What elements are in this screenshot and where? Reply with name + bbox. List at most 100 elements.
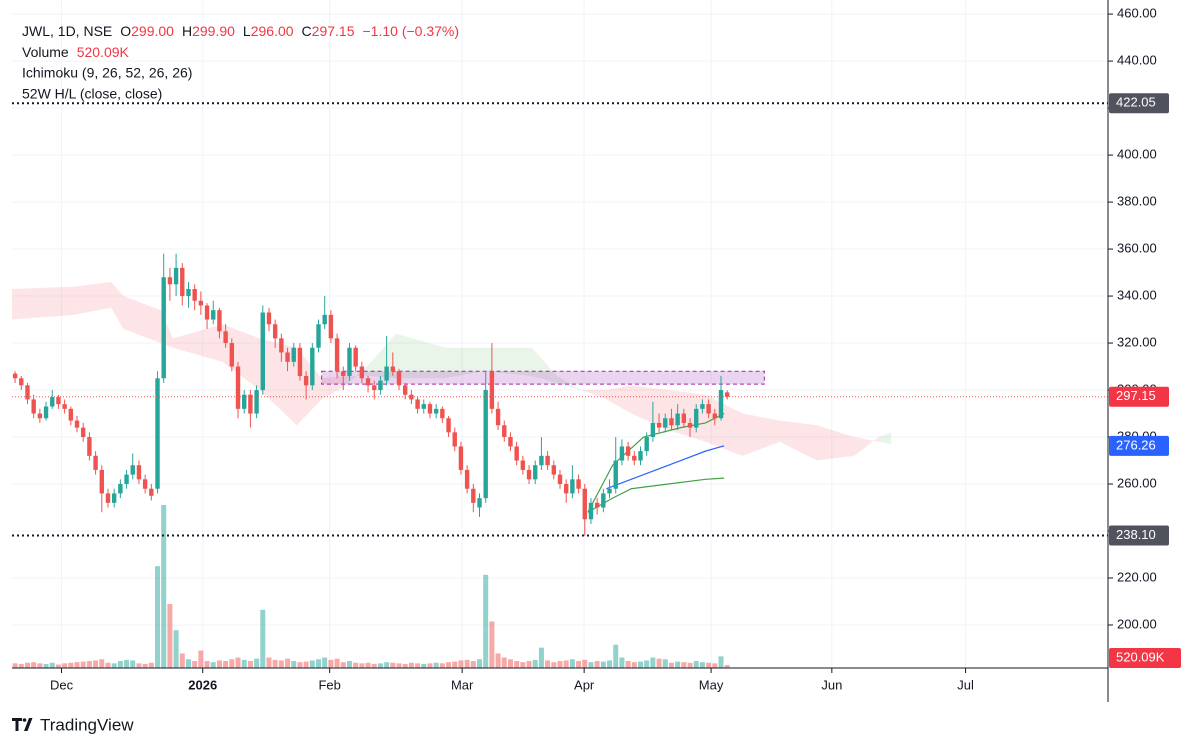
volume-bar — [551, 662, 557, 668]
volume-bar — [631, 662, 637, 668]
candle-body — [619, 446, 625, 461]
volume-bar — [501, 657, 507, 668]
candle-body — [471, 488, 476, 503]
volume-bar — [117, 661, 123, 668]
candle-body — [669, 418, 674, 426]
y-tick-label: 400.00 — [1117, 147, 1157, 162]
candle-body — [37, 413, 43, 419]
candle-body — [452, 432, 457, 447]
candle-body — [316, 324, 321, 348]
volume-bar — [353, 662, 359, 668]
candle-body — [341, 371, 346, 376]
volume-bar — [105, 662, 111, 668]
candle-body — [495, 408, 501, 426]
candle-body — [223, 331, 228, 344]
candle-body — [390, 366, 396, 372]
indicator: 52W H/L (close, close) — [22, 86, 162, 102]
cloud-segment — [779, 420, 817, 461]
volume-bar — [142, 663, 148, 668]
volume-bar — [545, 660, 551, 668]
volume-bar — [155, 566, 161, 668]
volume-bar — [538, 647, 544, 668]
candle-body — [539, 455, 544, 466]
volume-bar — [563, 660, 569, 668]
candle-body — [712, 413, 718, 419]
candle-body — [260, 312, 265, 391]
volume-bar — [477, 659, 483, 668]
candle-body — [93, 455, 98, 470]
candle-body — [384, 366, 389, 381]
candle-body — [242, 394, 247, 409]
volume-bar — [600, 661, 606, 668]
volume-bar — [495, 653, 501, 668]
y-tick-label: 440.00 — [1117, 53, 1157, 68]
volume-bar — [322, 657, 328, 668]
price-label-box — [1109, 435, 1169, 456]
candle-body — [50, 397, 55, 407]
price-label-box — [1109, 525, 1169, 546]
volume-bar — [229, 659, 235, 668]
volume-bar — [12, 663, 18, 668]
candle-body — [681, 413, 687, 423]
volume-bar — [396, 663, 402, 668]
volume-bar — [55, 664, 61, 668]
volume-label-box — [1109, 648, 1181, 668]
cloud-segment — [371, 333, 396, 379]
volume-bar — [291, 661, 297, 668]
candle-body — [105, 493, 111, 503]
candle-body — [724, 392, 730, 397]
volume-bar — [179, 653, 185, 668]
x-tick-label: Feb — [318, 677, 340, 692]
candle-body — [396, 371, 402, 386]
volume-bar — [644, 660, 650, 668]
volume-bar — [43, 663, 49, 668]
candle-body — [111, 493, 117, 503]
candle-body — [508, 437, 513, 447]
candle-body — [464, 469, 470, 489]
candle-body — [594, 502, 600, 508]
volume-bar — [346, 661, 352, 668]
cloud-segment — [668, 390, 706, 442]
volume-bar — [619, 657, 625, 668]
candle-body — [675, 413, 680, 426]
volume-bar — [433, 662, 439, 668]
cloud-segment — [296, 347, 322, 426]
plot — [12, 102, 1108, 668]
candle-body — [433, 408, 439, 414]
volume-bar — [272, 659, 278, 668]
candle-body — [235, 366, 241, 409]
cloud-segment — [12, 286, 74, 320]
candle-body — [254, 390, 259, 414]
candle-body — [650, 422, 656, 438]
candle-body — [279, 338, 284, 353]
candle-body — [81, 427, 86, 438]
cloud-segment — [259, 338, 297, 426]
candle-body — [427, 404, 433, 414]
price-label: 422.05 — [1116, 95, 1156, 110]
volume-bar — [235, 657, 241, 668]
axes: 460.00440.00420.00400.00380.00360.00340.… — [50, 6, 1181, 692]
candle-body — [632, 455, 637, 461]
candle-body — [477, 498, 482, 508]
price-label-box — [1109, 93, 1169, 114]
candle-body — [297, 347, 303, 376]
volume-bar — [266, 657, 272, 668]
candle-body — [211, 310, 216, 320]
candle-body — [440, 408, 445, 419]
candle-body — [328, 314, 334, 339]
volume-bar — [699, 662, 705, 668]
price-label: 297.15 — [1116, 388, 1156, 403]
volume-bar — [309, 660, 315, 668]
candle-body — [291, 347, 296, 362]
candle-body — [136, 465, 142, 480]
volume-bar — [316, 659, 322, 668]
y-tick-label: 360.00 — [1117, 240, 1157, 255]
price-label: 276.26 — [1116, 437, 1156, 452]
volume-line: Volume 520.09K — [22, 44, 130, 60]
candle-body — [303, 375, 309, 386]
volume-bar — [507, 659, 513, 668]
indicator-line — [587, 477, 725, 513]
volume-bar — [303, 661, 309, 668]
candle-body — [353, 347, 358, 367]
candle-body — [663, 418, 668, 428]
